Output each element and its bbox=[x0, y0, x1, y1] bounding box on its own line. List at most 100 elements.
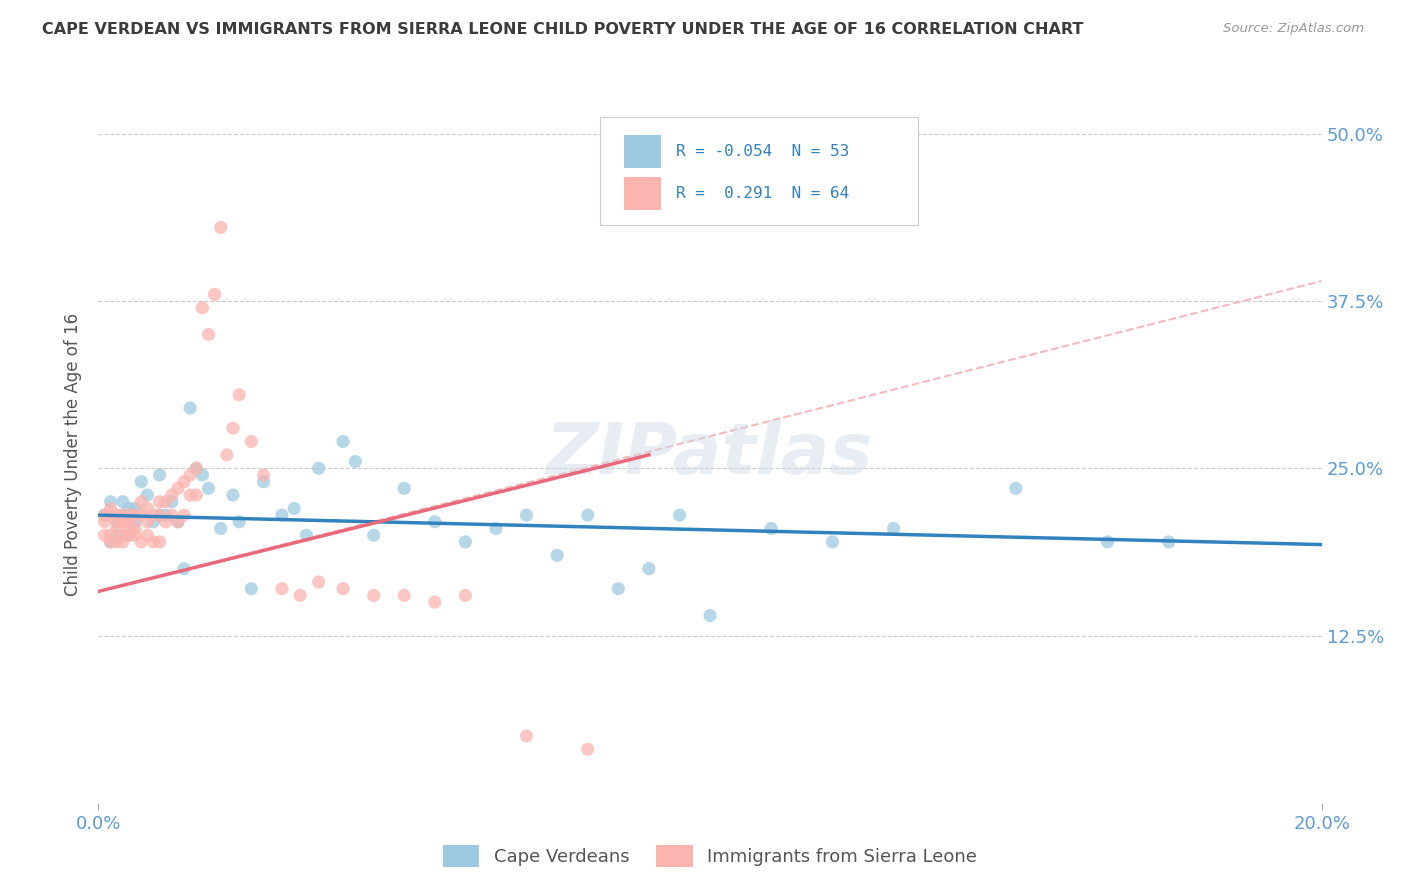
Point bbox=[105, 508, 128, 523]
Point bbox=[160, 488, 183, 502]
Point bbox=[100, 528, 122, 542]
Point bbox=[240, 434, 263, 449]
Text: Source: ZipAtlas.com: Source: ZipAtlas.com bbox=[1223, 22, 1364, 36]
Point bbox=[149, 508, 172, 523]
Point bbox=[222, 488, 245, 502]
Point bbox=[129, 475, 152, 489]
Point bbox=[93, 508, 115, 523]
Point bbox=[155, 508, 177, 523]
Point bbox=[118, 521, 141, 535]
Point bbox=[167, 515, 190, 529]
Point bbox=[423, 595, 446, 609]
Point bbox=[1097, 535, 1119, 549]
Point bbox=[100, 535, 122, 549]
Point bbox=[228, 515, 250, 529]
FancyBboxPatch shape bbox=[624, 135, 661, 168]
Point bbox=[607, 582, 630, 596]
Point bbox=[129, 508, 152, 523]
Point bbox=[228, 388, 250, 402]
Point bbox=[129, 535, 152, 549]
Point bbox=[270, 508, 292, 523]
Point bbox=[344, 455, 367, 469]
Text: ZIPatlas: ZIPatlas bbox=[547, 420, 873, 490]
Point bbox=[1004, 482, 1026, 496]
Point bbox=[204, 287, 226, 301]
Point bbox=[149, 468, 172, 483]
Point bbox=[149, 508, 172, 523]
Point bbox=[111, 528, 134, 542]
Point bbox=[283, 501, 305, 516]
Point bbox=[142, 535, 165, 549]
Point bbox=[821, 535, 844, 549]
Point bbox=[179, 468, 201, 483]
Point bbox=[191, 301, 214, 315]
Point bbox=[173, 562, 195, 576]
Point bbox=[290, 589, 312, 603]
Point bbox=[173, 508, 195, 523]
Point bbox=[124, 515, 146, 529]
Point bbox=[759, 521, 782, 535]
Point bbox=[699, 608, 721, 623]
Point bbox=[197, 482, 219, 496]
Point bbox=[100, 494, 122, 508]
Point bbox=[332, 434, 354, 449]
Point bbox=[93, 515, 115, 529]
FancyBboxPatch shape bbox=[624, 177, 661, 211]
Point bbox=[186, 488, 208, 502]
Point bbox=[308, 575, 330, 590]
Point bbox=[240, 582, 263, 596]
Point bbox=[111, 535, 134, 549]
Point bbox=[363, 528, 385, 542]
Point bbox=[136, 515, 159, 529]
Point bbox=[270, 582, 292, 596]
Point bbox=[111, 508, 134, 523]
Text: R =  0.291  N = 64: R = 0.291 N = 64 bbox=[676, 186, 849, 201]
Point bbox=[516, 729, 538, 743]
Point bbox=[392, 589, 416, 603]
Point bbox=[124, 528, 146, 542]
Text: CAPE VERDEAN VS IMMIGRANTS FROM SIERRA LEONE CHILD POVERTY UNDER THE AGE OF 16 C: CAPE VERDEAN VS IMMIGRANTS FROM SIERRA L… bbox=[42, 22, 1084, 37]
Point bbox=[118, 528, 141, 542]
Point bbox=[167, 515, 190, 529]
Point bbox=[637, 562, 661, 576]
Point bbox=[191, 468, 214, 483]
Point bbox=[167, 482, 190, 496]
Point bbox=[124, 508, 146, 523]
FancyBboxPatch shape bbox=[600, 118, 918, 226]
Point bbox=[93, 528, 115, 542]
Point bbox=[363, 589, 385, 603]
Point bbox=[149, 494, 172, 508]
Point bbox=[124, 501, 146, 516]
Point bbox=[485, 521, 508, 535]
Point bbox=[454, 535, 477, 549]
Y-axis label: Child Poverty Under the Age of 16: Child Poverty Under the Age of 16 bbox=[65, 313, 83, 597]
Point bbox=[105, 515, 128, 529]
Point bbox=[100, 535, 122, 549]
Point bbox=[883, 521, 905, 535]
Point bbox=[576, 508, 599, 523]
Point bbox=[308, 461, 330, 475]
Point bbox=[668, 508, 690, 523]
Point bbox=[454, 589, 477, 603]
Point bbox=[111, 515, 134, 529]
Point bbox=[576, 742, 599, 756]
Point bbox=[118, 528, 141, 542]
Point bbox=[136, 488, 159, 502]
Point bbox=[100, 508, 122, 523]
Point bbox=[105, 521, 128, 535]
Point bbox=[100, 501, 122, 516]
Point bbox=[124, 521, 146, 535]
Point bbox=[186, 461, 208, 475]
Point bbox=[209, 220, 232, 235]
Point bbox=[136, 528, 159, 542]
Point bbox=[222, 421, 245, 435]
Point bbox=[93, 508, 115, 523]
Point bbox=[142, 508, 165, 523]
Point bbox=[186, 461, 208, 475]
Point bbox=[142, 515, 165, 529]
Point bbox=[546, 548, 568, 563]
Point bbox=[105, 528, 128, 542]
Point bbox=[118, 501, 141, 516]
Point bbox=[129, 494, 152, 508]
Point bbox=[155, 494, 177, 508]
